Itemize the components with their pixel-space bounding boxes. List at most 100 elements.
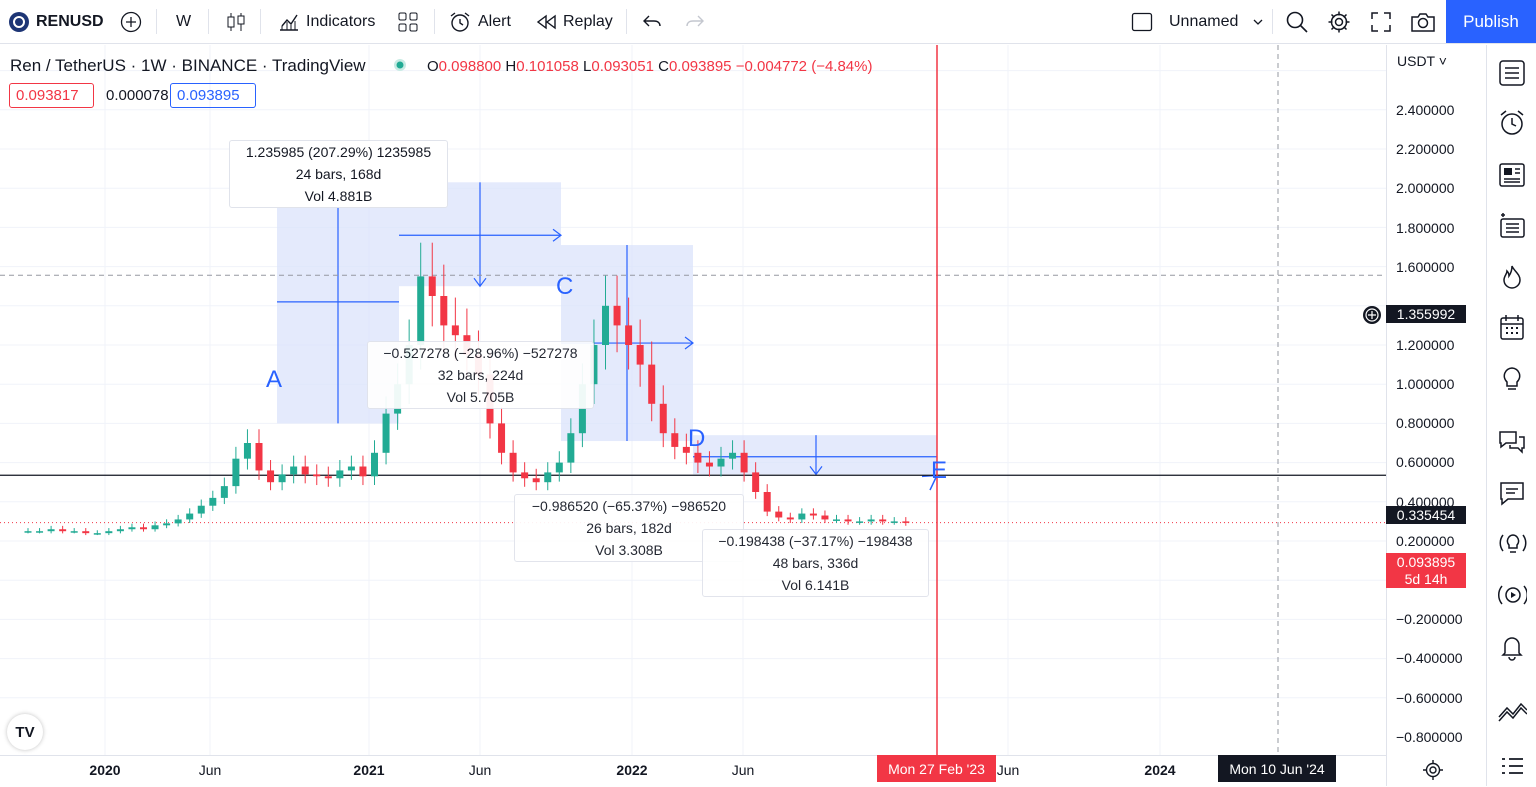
candle-body — [336, 470, 344, 479]
spread-value: 0.000078 — [106, 87, 169, 104]
search-button[interactable] — [1285, 0, 1309, 43]
bell-icon — [1501, 637, 1523, 661]
candle-body — [163, 523, 171, 526]
calendar-button[interactable] — [1497, 312, 1527, 342]
ideas-button[interactable] — [1497, 364, 1527, 394]
wave-label-d[interactable]: D — [688, 425, 706, 452]
chart-pane[interactable] — [0, 45, 1386, 755]
notifications-button[interactable] — [1497, 632, 1527, 662]
list-add-icon — [1500, 213, 1525, 238]
candle-body — [301, 466, 309, 475]
currency-selector[interactable]: USDT ˅ — [1397, 53, 1447, 69]
candle-body — [752, 472, 760, 492]
price-tick-label: 0.600000 — [1396, 454, 1455, 470]
undo-button[interactable] — [641, 0, 663, 43]
chart-canvas[interactable] — [0, 45, 1386, 755]
candle-body — [278, 474, 286, 483]
wave-label-c[interactable]: C — [556, 273, 574, 300]
arrow-head — [809, 466, 823, 476]
gear-icon — [1328, 11, 1350, 32]
price-tick-label: 1.200000 — [1396, 337, 1455, 353]
candle-body — [243, 443, 251, 459]
object-tree-button[interactable] — [1497, 752, 1527, 782]
indicators-button[interactable]: Indicators — [278, 0, 375, 43]
open-label: O — [427, 58, 439, 75]
candle-body — [521, 472, 529, 479]
indicators-icon — [280, 14, 298, 31]
snapshot-button[interactable] — [1410, 0, 1436, 43]
redo-button[interactable] — [684, 0, 706, 43]
alert-button[interactable]: Alert — [448, 0, 511, 43]
candle-body — [798, 513, 806, 520]
news-button[interactable] — [1497, 160, 1527, 190]
price-tick-label: −0.600000 — [1396, 690, 1463, 706]
fullscreen-button[interactable] — [1370, 0, 1392, 43]
tradingview-logo[interactable]: TV — [7, 714, 43, 750]
drawing-tools-button[interactable] — [1497, 696, 1527, 726]
symbol-legend-title[interactable]: Ren / TetherUS · 1W · BINANCE · TradingV… — [10, 56, 366, 75]
candle-body — [313, 474, 321, 477]
last-price-label: 0.093895 — [1386, 553, 1466, 571]
replay-button[interactable]: Replay — [535, 0, 613, 43]
measure-volume: Vol 5.705B — [446, 389, 515, 405]
compare-button[interactable] — [120, 0, 142, 43]
add-plus-icon[interactable] — [1362, 305, 1382, 325]
price-tick-label: 2.000000 — [1396, 180, 1455, 196]
templates-button[interactable] — [398, 0, 418, 43]
redo-icon — [686, 15, 704, 26]
hotlists-button[interactable] — [1497, 262, 1527, 292]
candle-body — [602, 305, 609, 345]
play-stream-icon — [1498, 585, 1527, 605]
time-axis[interactable] — [0, 755, 1386, 787]
data-window-button[interactable] — [1497, 210, 1527, 240]
candles-icon — [227, 12, 245, 31]
tech-support-button[interactable] — [1497, 528, 1527, 558]
time-tick-label: Jun — [731, 762, 755, 778]
candle-body — [24, 531, 32, 533]
wave-label-e[interactable]: E — [931, 457, 948, 484]
replay-label: Replay — [563, 12, 613, 30]
object-tree-icon — [1502, 758, 1523, 774]
candle-body — [648, 364, 656, 404]
low-label: L — [583, 58, 592, 75]
watchlist-button[interactable] — [1497, 58, 1527, 88]
publish-button[interactable]: Publish — [1446, 0, 1536, 43]
candle-body — [382, 413, 390, 453]
candle-body — [682, 446, 690, 453]
candle-body — [833, 519, 840, 521]
streams-button[interactable] — [1497, 580, 1527, 610]
add-symbol-icon — [120, 11, 142, 32]
measure-volume: Vol 6.141B — [781, 577, 850, 593]
symbol-search-button[interactable]: RENUSD — [8, 0, 104, 43]
candle-body — [47, 529, 55, 532]
candle-body — [625, 325, 633, 345]
layout-menu-button[interactable]: Unnamed — [1131, 0, 1266, 43]
camera-icon — [1411, 12, 1435, 32]
candle-body — [440, 296, 448, 326]
candle-body — [36, 531, 44, 533]
ohlc-values: O0.098800 H0.101058 L0.093051 C0.093895 … — [427, 58, 872, 75]
price-axis[interactable]: USDT ˅ — [1386, 45, 1486, 786]
candle-body — [717, 458, 725, 467]
chart-type-button[interactable] — [226, 0, 246, 43]
candle-body — [371, 452, 378, 477]
sell-price-button[interactable]: 0.093817 — [9, 83, 94, 108]
search-icon — [1286, 11, 1308, 33]
close-value: 0.093895 — [668, 58, 732, 75]
low-value: 0.093051 — [591, 58, 654, 75]
candle-body — [821, 515, 829, 520]
watchlist-icon — [1499, 60, 1525, 86]
alerts-button[interactable] — [1497, 108, 1527, 138]
buy-price-button[interactable]: 0.093895 — [170, 83, 256, 108]
candle-body — [70, 531, 78, 533]
axis-settings-gear-icon[interactable] — [1422, 759, 1444, 781]
candle-body — [705, 462, 713, 467]
ren-logo-icon — [9, 11, 29, 32]
interval-button[interactable]: W — [176, 0, 191, 43]
wave-label-a[interactable]: A — [266, 366, 283, 393]
candle-body — [763, 492, 771, 512]
settings-button[interactable] — [1327, 0, 1351, 43]
minds-button[interactable] — [1497, 478, 1527, 508]
chats-button[interactable] — [1497, 426, 1527, 456]
candle-body — [209, 497, 217, 506]
